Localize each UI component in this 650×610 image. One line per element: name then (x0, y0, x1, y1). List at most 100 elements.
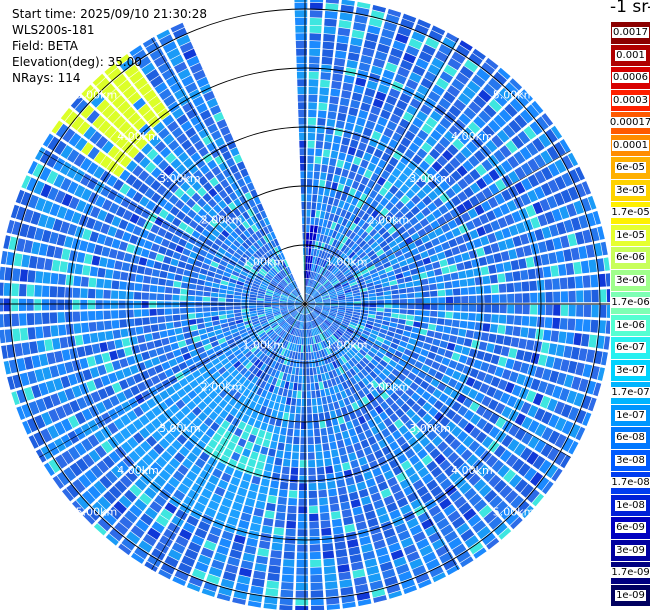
range-bin (330, 309, 338, 313)
range-bin (346, 404, 354, 413)
range-bin (489, 495, 503, 509)
range-bin (173, 321, 182, 328)
range-bin (410, 498, 423, 510)
range-bin (357, 228, 365, 237)
range-bin (339, 324, 347, 330)
range-bin (559, 318, 568, 330)
range-bin (335, 392, 343, 401)
range-bin (226, 290, 235, 295)
range-bin (136, 265, 146, 275)
range-bin (134, 283, 143, 291)
range-bin (251, 375, 259, 384)
range-bin (391, 355, 401, 363)
range-bin (453, 304, 461, 312)
range-bin (342, 462, 351, 471)
range-bin (263, 325, 271, 332)
range-bin (64, 236, 74, 248)
range-bin (306, 202, 312, 210)
range-bin (236, 322, 245, 328)
range-bin (585, 380, 597, 395)
range-bin (445, 296, 454, 304)
range-bin (226, 175, 236, 185)
range-bin (219, 319, 228, 324)
range-bin (102, 455, 115, 469)
range-bin (157, 308, 165, 316)
range-bin (353, 374, 361, 383)
range-bin (373, 367, 382, 376)
range-bin (317, 274, 322, 282)
range-bin (306, 194, 312, 202)
range-bin (342, 320, 350, 326)
range-bin (332, 257, 338, 265)
range-bin (240, 344, 248, 352)
range-bin (106, 174, 118, 187)
range-bin (233, 306, 241, 310)
range-bin (485, 140, 498, 153)
range-bin (478, 256, 488, 266)
range-bin (331, 80, 342, 90)
range-bin (432, 572, 446, 583)
range-bin (294, 421, 301, 429)
range-bin (374, 376, 383, 385)
range-bin (241, 242, 250, 250)
range-bin (330, 297, 338, 300)
range-bin (306, 314, 309, 322)
range-bin (133, 373, 143, 384)
range-bin (515, 500, 530, 515)
range-bin (164, 555, 179, 568)
range-bin (366, 206, 375, 215)
range-bin (337, 383, 344, 392)
range-bin (233, 267, 242, 274)
range-bin (288, 317, 294, 324)
range-bin (181, 417, 192, 428)
range-bin (197, 208, 207, 218)
range-bin (295, 301, 303, 304)
range-bin (234, 291, 242, 296)
range-bin (440, 524, 454, 537)
range-bin (218, 293, 226, 298)
range-bin (293, 290, 299, 296)
range-bin (307, 296, 313, 302)
range-bin (330, 378, 337, 386)
range-bin (438, 204, 449, 215)
range-bin (309, 287, 314, 295)
range-bin (208, 566, 223, 578)
range-bin (456, 165, 468, 177)
range-bin (504, 103, 518, 118)
range-bin (147, 212, 158, 223)
range-bin (419, 436, 431, 448)
range-bin (471, 74, 486, 88)
range-bin (283, 259, 289, 267)
range-bin (386, 270, 395, 277)
range-bin (341, 218, 349, 227)
range-bin (419, 218, 430, 228)
range-bin (231, 451, 241, 462)
range-bin (288, 284, 294, 291)
colorbar-tick-label: 1.7e-06 (610, 297, 650, 309)
range-bin (97, 388, 108, 400)
range-bin (169, 457, 181, 469)
range-bin (300, 294, 304, 302)
range-bin (390, 483, 402, 494)
range-bin (290, 310, 297, 315)
range-bin (233, 240, 241, 248)
range-bin (328, 354, 335, 362)
range-bin (290, 292, 297, 298)
range-bin (323, 301, 331, 303)
range-bin (54, 140, 67, 155)
range-bin (34, 312, 42, 325)
range-bin (181, 394, 192, 405)
range-bin (256, 300, 264, 303)
range-bin (326, 328, 333, 336)
range-bin (283, 323, 289, 330)
range-bin (272, 310, 281, 314)
range-bin (256, 260, 264, 268)
range-bin (254, 277, 262, 283)
range-bin (175, 422, 186, 433)
range-bin (180, 295, 188, 301)
range-bin (193, 385, 203, 395)
range-bin (342, 601, 356, 609)
range-bin (77, 121, 91, 135)
range-bin (132, 49, 147, 63)
range-bin (284, 543, 296, 552)
